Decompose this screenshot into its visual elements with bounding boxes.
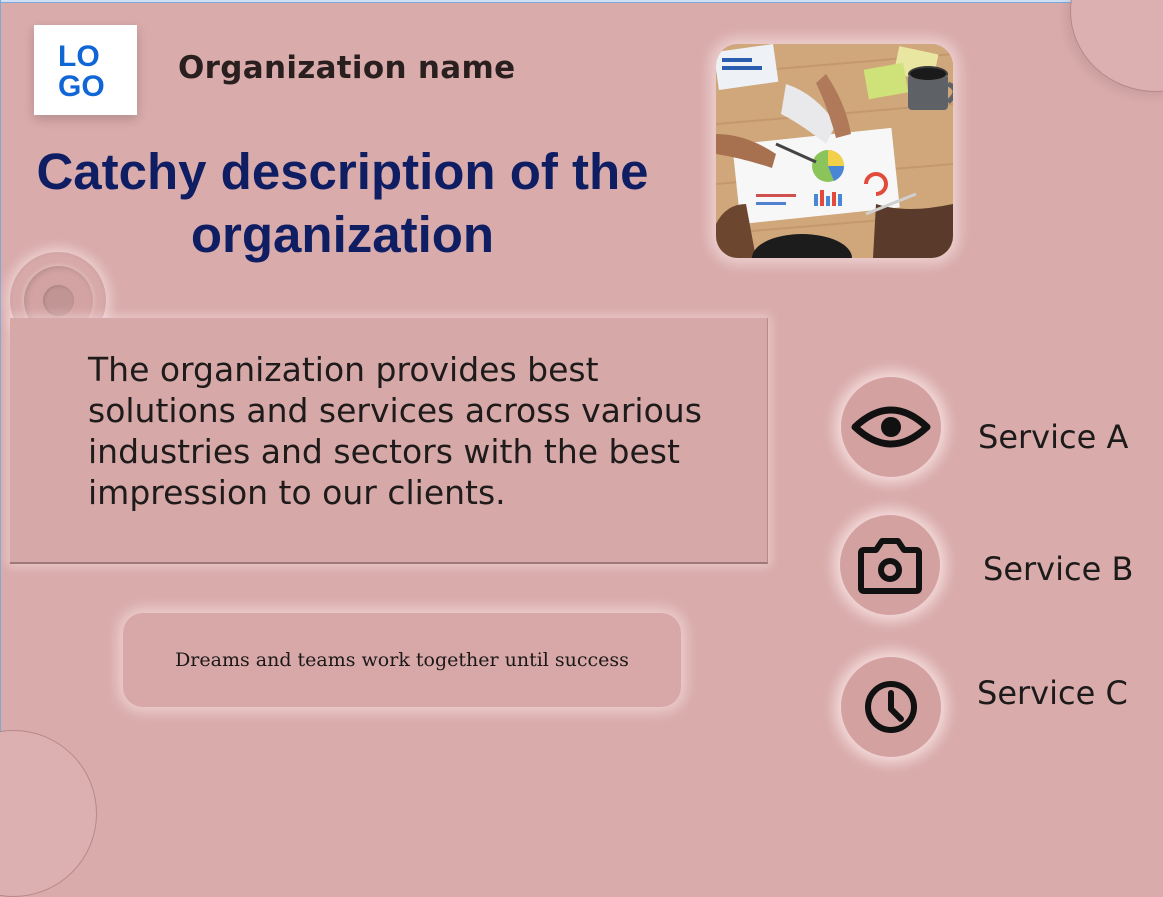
service-b-label[interactable]: Service B [983,550,1134,588]
eye-icon [851,406,931,448]
decorative-knob-center [43,285,74,316]
service-c-icon-button[interactable] [841,657,941,757]
description-text: The organization provides best solutions… [88,350,702,512]
logo-mark: LO GO [58,40,105,100]
service-a-icon-button[interactable] [841,377,941,477]
decorative-circle-top-right [1070,0,1163,92]
service-a-label[interactable]: Service A [978,418,1129,456]
service-c-label[interactable]: Service C [977,674,1128,712]
decorative-circle-bottom-left [0,730,97,897]
service-b-icon-button[interactable] [840,515,940,615]
left-border [0,0,1,793]
camera-icon [858,538,922,594]
description-card [10,318,768,564]
headline: Catchy description of the organization [36,143,649,263]
logo-line-1: LO [58,40,100,73]
clock-icon [865,681,917,733]
organization-name: Organization name [178,50,516,86]
tagline-text: Dreams and teams work together until suc… [175,649,629,671]
top-border [0,0,1163,3]
meeting-photo [716,44,953,258]
tagline-card: Dreams and teams work together until suc… [123,613,681,707]
logo-line-2: GO [58,70,105,100]
meeting-photo-illustration [716,44,953,258]
logo: LO GO [34,25,137,115]
